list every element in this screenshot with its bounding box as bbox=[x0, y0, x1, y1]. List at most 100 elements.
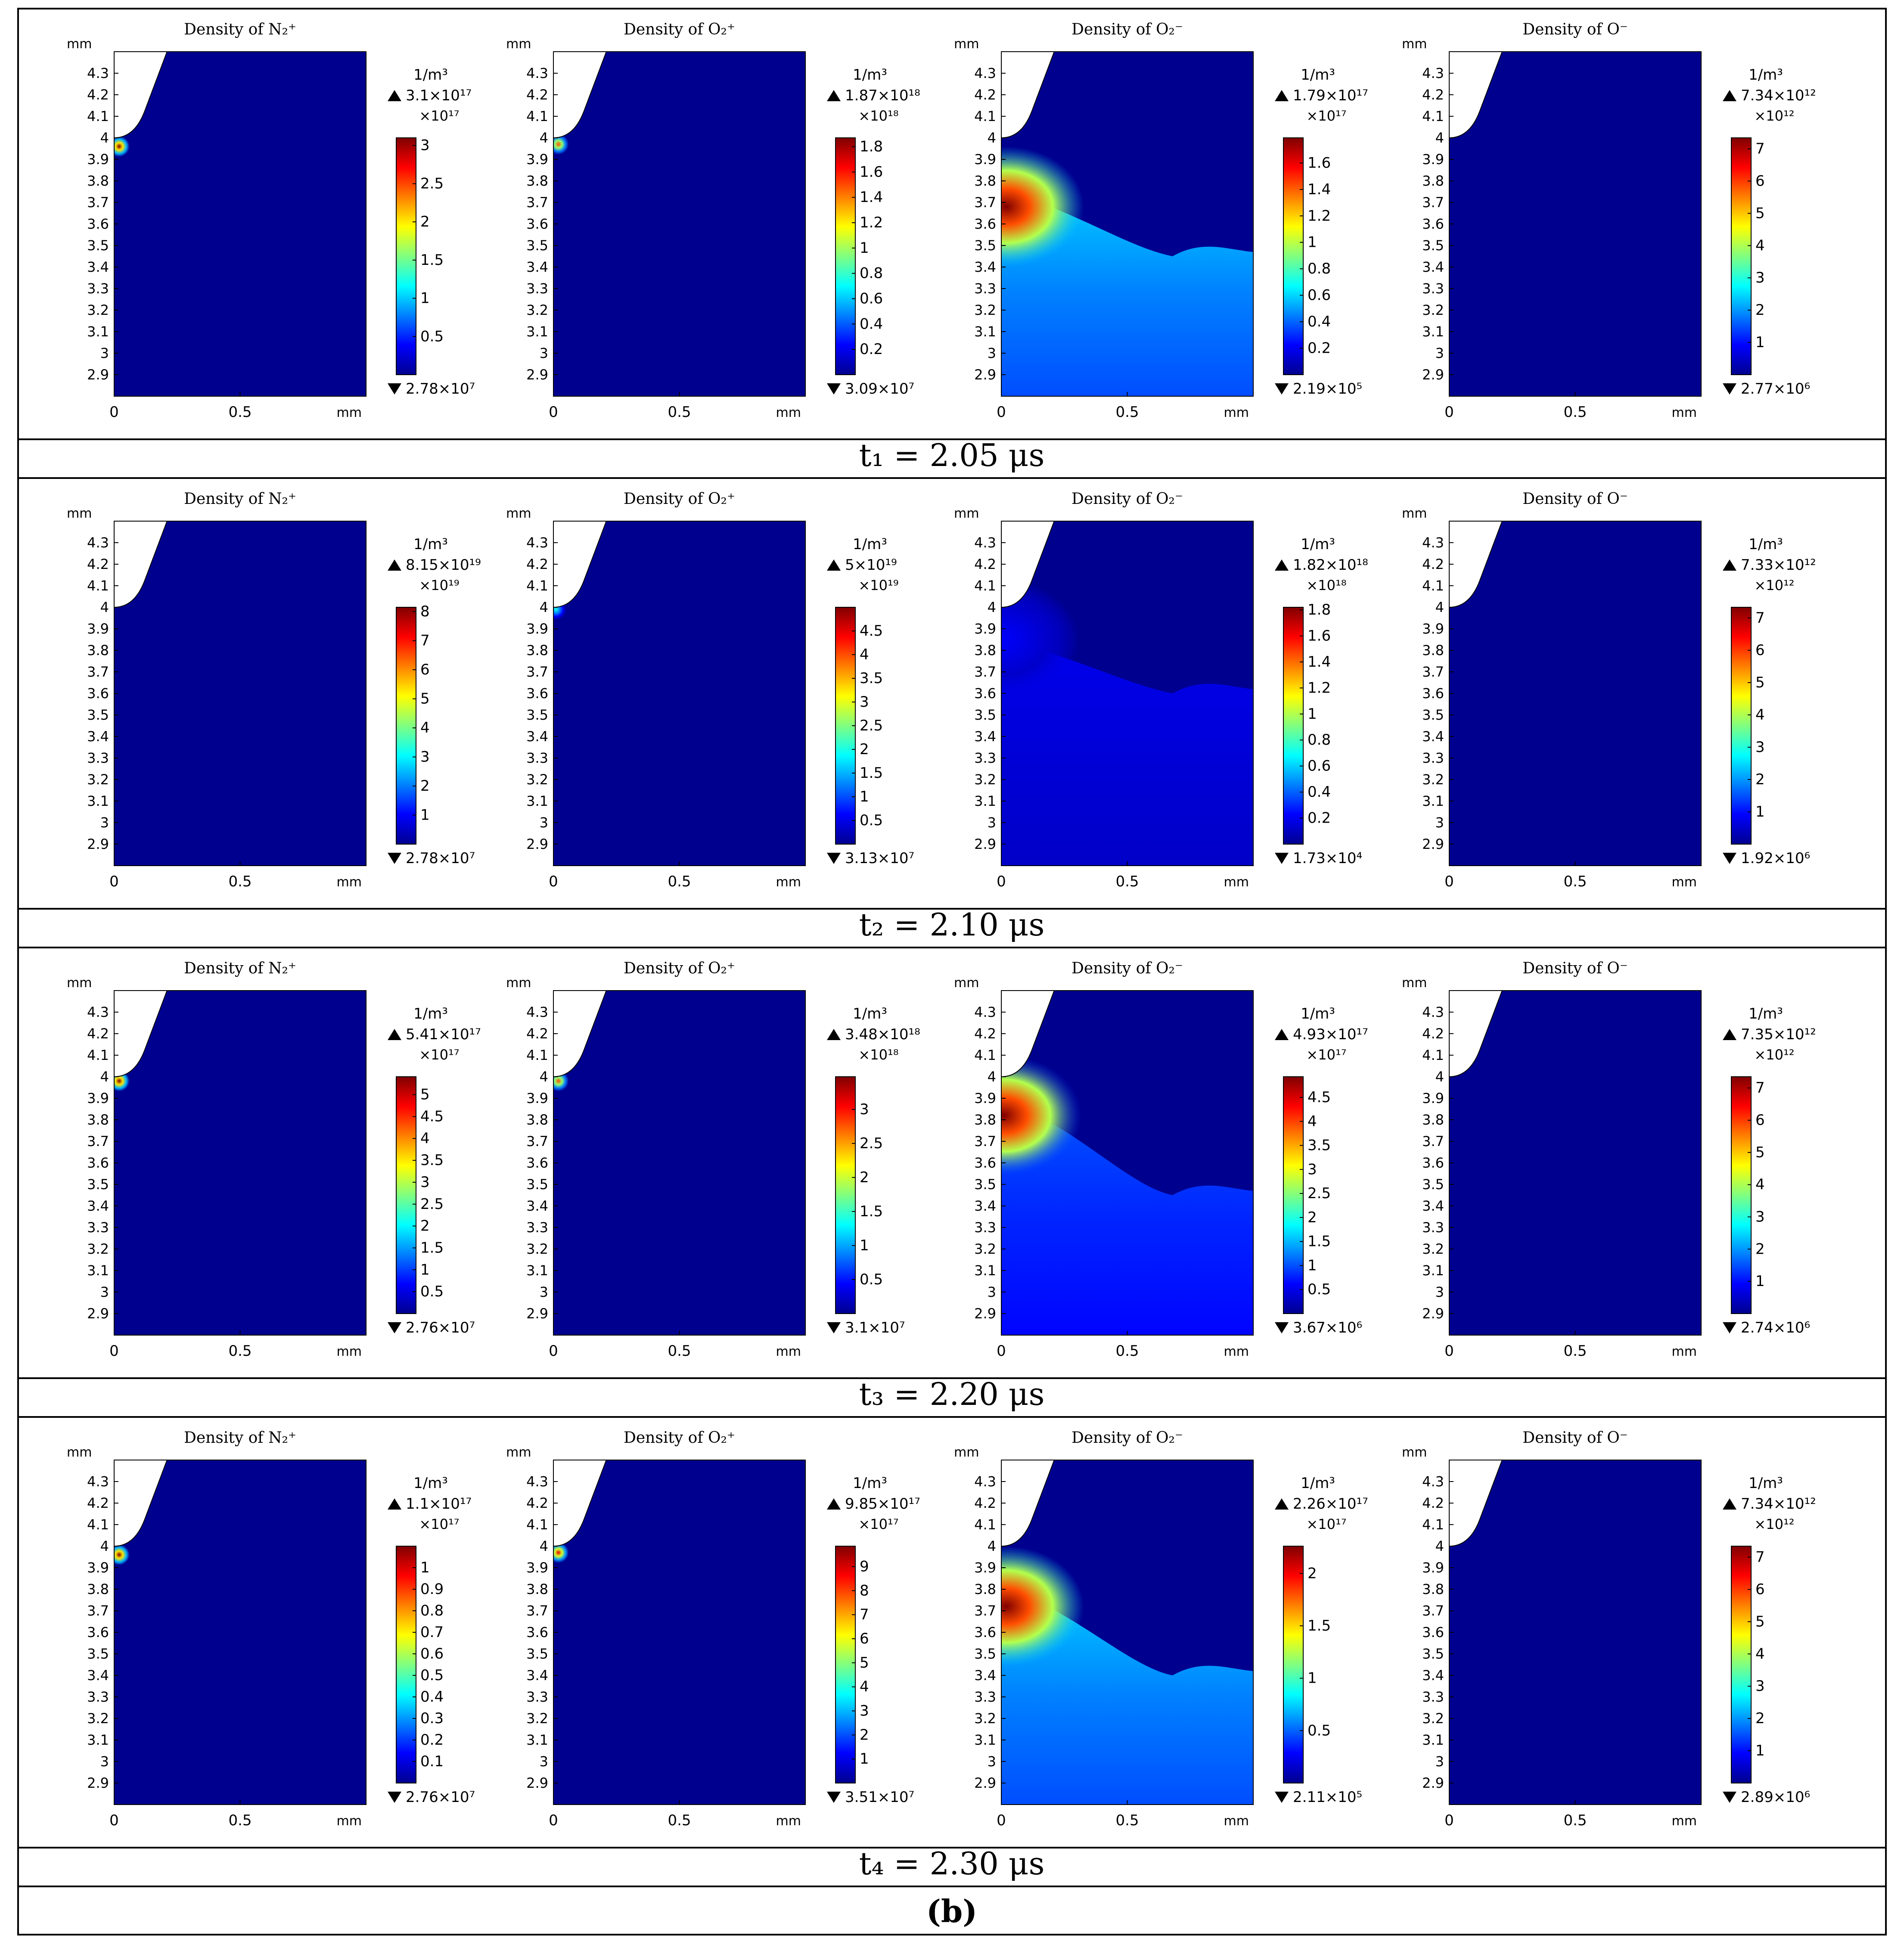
y-axis-label: mm bbox=[954, 506, 979, 521]
colorbar-tick-label: 2 bbox=[420, 777, 430, 795]
panel-title: Density of O⁻ bbox=[1522, 21, 1628, 38]
density-hotspot bbox=[114, 136, 130, 157]
colorbar-min: 1.73×10⁴ bbox=[1293, 850, 1362, 867]
colorbar bbox=[1731, 1546, 1752, 1783]
min-marker-icon bbox=[1275, 383, 1289, 395]
colorbar-min: 2.78×10⁷ bbox=[406, 380, 475, 398]
outer-border bbox=[17, 8, 1887, 1935]
y-tick-label: 4.2 bbox=[974, 1025, 996, 1042]
y-tick-label: 4 bbox=[988, 1538, 996, 1554]
colorbar-max: 7.34×10¹² bbox=[1741, 87, 1816, 104]
colorbar-max: 5.41×10¹⁷ bbox=[406, 1026, 481, 1043]
y-tick-label: 3.6 bbox=[87, 216, 109, 232]
field-background bbox=[114, 521, 366, 866]
colorbar-tick-label: 5 bbox=[1755, 205, 1765, 222]
panel-title: Density of O₂⁺ bbox=[624, 960, 735, 977]
density-hotspot bbox=[553, 1542, 569, 1563]
y-tick-label: 3.5 bbox=[1422, 1176, 1444, 1193]
x-axis-label: mm bbox=[1672, 1814, 1697, 1829]
y-tick-label: 3.4 bbox=[526, 1667, 548, 1684]
y-tick-label: 2.9 bbox=[526, 836, 548, 852]
y-tick-label: 4.3 bbox=[1422, 534, 1444, 551]
x-tick-label: 0.5 bbox=[228, 873, 252, 890]
min-marker-icon bbox=[827, 1792, 841, 1803]
y-tick-label: 4.3 bbox=[87, 1004, 109, 1020]
colorbar-tick-label: 5 bbox=[1755, 674, 1765, 691]
colorbar-tick-label: 1.5 bbox=[860, 1203, 883, 1220]
colorbar-tick-label: 1 bbox=[1308, 1670, 1317, 1687]
colorbar bbox=[396, 607, 416, 845]
y-tick-label: 3.9 bbox=[526, 1560, 548, 1576]
colorbar bbox=[1283, 1546, 1304, 1783]
max-marker-icon bbox=[827, 1029, 841, 1040]
y-tick-label: 3.2 bbox=[526, 1241, 548, 1257]
y-axis-label: mm bbox=[67, 506, 92, 521]
y-tick-label: 4 bbox=[540, 599, 548, 615]
x-tick-label: 0 bbox=[1444, 404, 1454, 421]
y-tick-label: 3.4 bbox=[1422, 1667, 1444, 1684]
y-tick-label: 3.7 bbox=[526, 664, 548, 680]
panel-title: Density of N₂⁺ bbox=[184, 960, 296, 977]
y-tick-label: 3.6 bbox=[526, 1155, 548, 1171]
colorbar-tick-label: 5 bbox=[860, 1654, 869, 1671]
x-axis-label: mm bbox=[776, 405, 801, 420]
field-background bbox=[114, 52, 366, 396]
colorbar-tick-label: 3.5 bbox=[860, 670, 883, 687]
colorbar-tick-label: 2 bbox=[1755, 1710, 1765, 1727]
x-tick-label: 0.5 bbox=[228, 1812, 252, 1829]
density-core bbox=[1001, 579, 1079, 700]
density-panel: Density of N₂⁺ mm 4.3 4.2 4.1 4 3.9 3.8 3.7 3.6 3.… bbox=[67, 490, 481, 890]
density-field bbox=[1001, 991, 1253, 1335]
colorbar-unit: 1/m³ bbox=[853, 1475, 887, 1492]
x-tick-label: 0.5 bbox=[1115, 1812, 1139, 1829]
density-field bbox=[553, 991, 805, 1335]
y-tick-label: 3.2 bbox=[974, 1710, 996, 1727]
y-tick-label: 3.2 bbox=[526, 302, 548, 318]
colorbar-max: 1.1×10¹⁷ bbox=[406, 1495, 472, 1513]
y-tick-label: 3.6 bbox=[974, 216, 996, 232]
y-tick-label: 3.9 bbox=[974, 151, 996, 168]
y-tick-label: 3.7 bbox=[526, 194, 548, 211]
colorbar bbox=[396, 1546, 416, 1783]
y-tick-label: 4.3 bbox=[87, 1473, 109, 1490]
density-field bbox=[553, 521, 805, 866]
y-tick-label: 2.9 bbox=[1422, 836, 1444, 852]
colorbar-tick-label: 6 bbox=[420, 661, 430, 678]
colorbar-multiplier: ×10¹² bbox=[1754, 1047, 1794, 1063]
y-tick-label: 3.8 bbox=[526, 1112, 548, 1128]
y-tick-label: 4.2 bbox=[87, 87, 109, 103]
y-tick-label: 4.3 bbox=[974, 534, 996, 551]
colorbar-tick-label: 4.5 bbox=[420, 1108, 444, 1125]
panel-title: Density of O⁻ bbox=[1522, 960, 1628, 977]
colorbar-multiplier: ×10¹⁷ bbox=[1306, 1047, 1346, 1063]
colorbar-tick-label: 1.2 bbox=[1308, 679, 1331, 696]
colorbar-tick-label: 1 bbox=[1755, 334, 1765, 351]
y-tick-label: 4.3 bbox=[87, 534, 109, 551]
x-tick-label: 0.5 bbox=[1115, 1342, 1139, 1360]
colorbar-min: 2.77×10⁶ bbox=[1741, 380, 1810, 398]
y-tick-label: 4 bbox=[540, 130, 548, 146]
colorbar-multiplier: ×10¹⁸ bbox=[1306, 577, 1346, 593]
y-tick-label: 3.5 bbox=[974, 1176, 996, 1193]
density-panel: Density of N₂⁺ mm 4.3 4.2 4.1 4 3.9 3.8 3.7 3.6 3.… bbox=[67, 1429, 475, 1829]
density-panel: Density of O₂⁻ mm 4.3 4.2 4.1 4 3.9 3.8 3.7 3.6 3.… bbox=[954, 960, 1368, 1360]
y-tick-label: 4.2 bbox=[1422, 1495, 1444, 1511]
colorbar bbox=[1731, 137, 1752, 375]
y-axis-label: mm bbox=[1402, 506, 1427, 521]
colorbar-tick-label: 2 bbox=[1308, 1565, 1317, 1582]
y-tick-label: 3.5 bbox=[1422, 237, 1444, 254]
colorbar-tick-label: 0.9 bbox=[420, 1581, 444, 1598]
density-field bbox=[1449, 991, 1701, 1335]
y-tick-label: 3.8 bbox=[87, 642, 109, 659]
colorbar-tick-label: 0.4 bbox=[420, 1688, 444, 1706]
row-labels: t₁ = 2.05 μs t₂ = 2.10 μs t₃ = 2.20 μs t… bbox=[859, 437, 1045, 1929]
x-axis-label: mm bbox=[1224, 875, 1249, 890]
colorbar-tick-label: 5 bbox=[420, 690, 430, 708]
y-axis-label: mm bbox=[954, 37, 979, 52]
density-panel: Density of N₂⁺ mm 4.3 4.2 4.1 4 3.9 3.8 3.7 3.6 3.… bbox=[67, 21, 475, 421]
colorbar-tick-label: 1 bbox=[1755, 803, 1765, 820]
density-field bbox=[114, 521, 366, 866]
density-core bbox=[1001, 1546, 1084, 1667]
panel-title: Density of O₂⁻ bbox=[1072, 960, 1183, 977]
colorbar-tick-label: 7 bbox=[1755, 609, 1765, 627]
